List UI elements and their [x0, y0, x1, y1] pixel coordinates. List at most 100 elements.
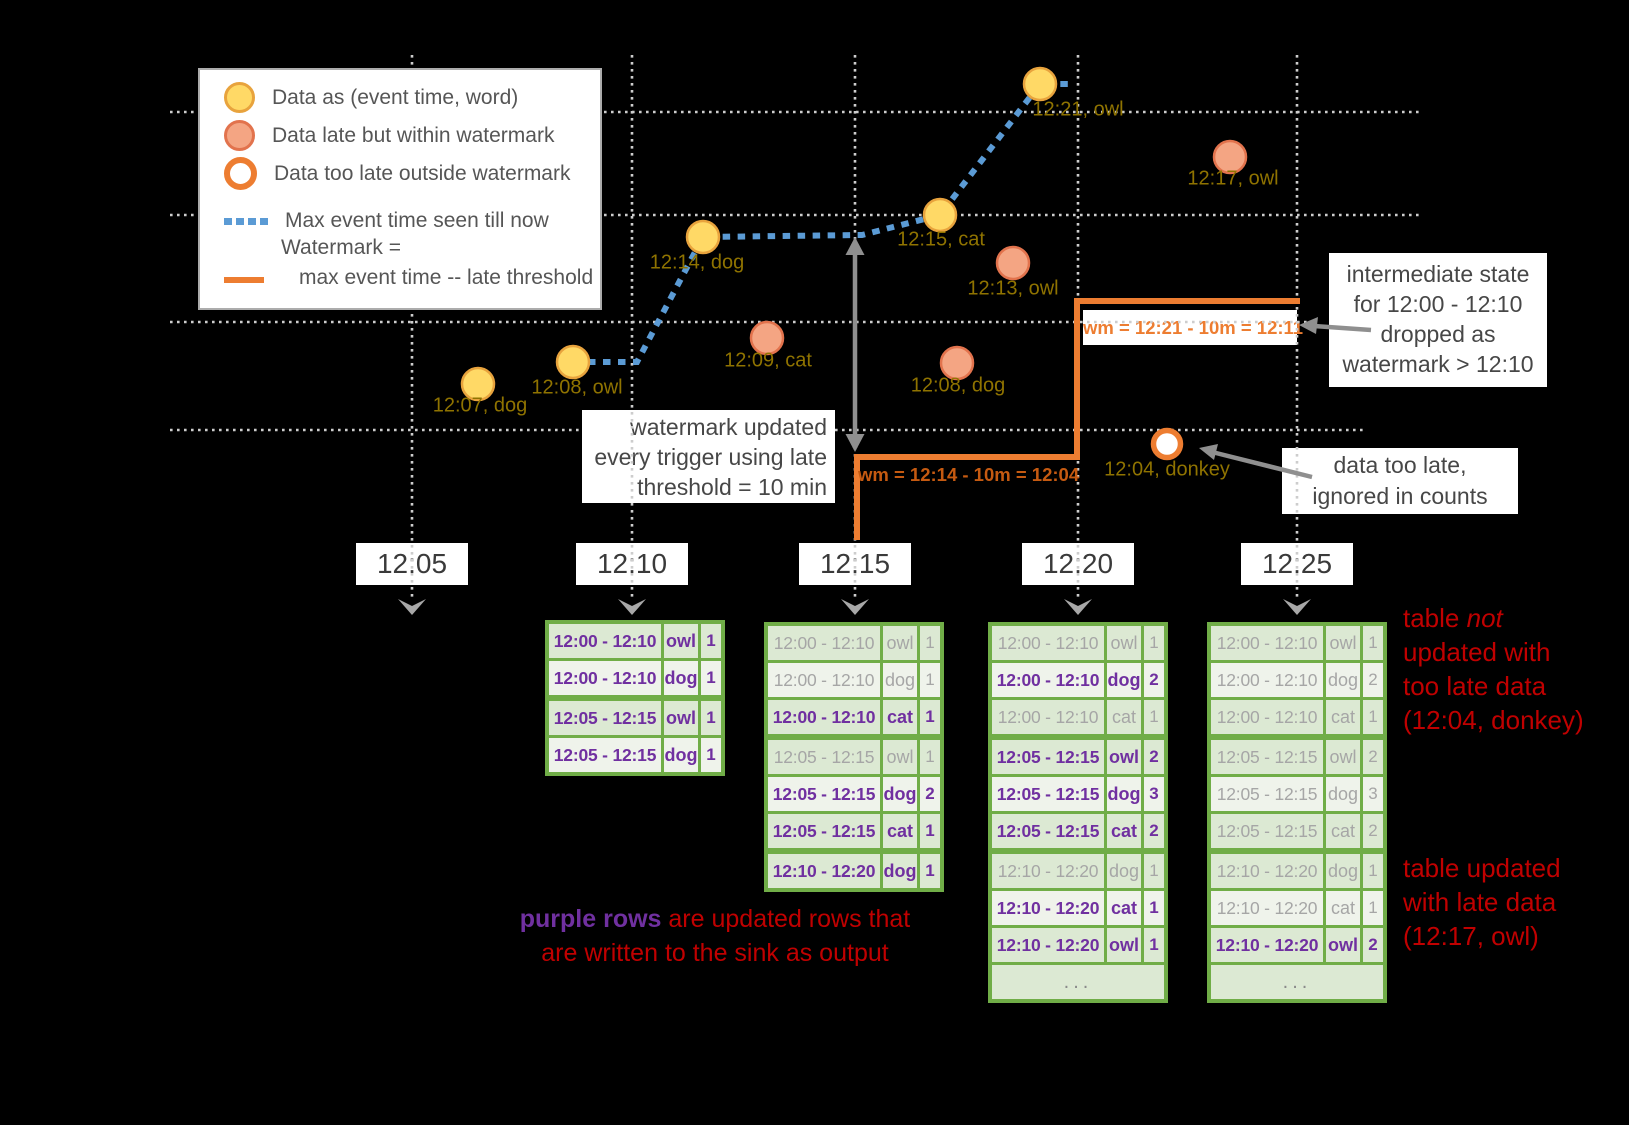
- cell-word: owl: [1326, 928, 1360, 962]
- point-label-12:15-cat: 12:15, cat: [897, 228, 985, 251]
- cell-count: 1: [1363, 891, 1383, 925]
- cell-word: owl: [1326, 740, 1360, 774]
- cell-window: 12:10 - 12:20: [1211, 891, 1323, 925]
- cell-window: 12:00 - 12:10: [549, 661, 661, 695]
- cell-word: owl: [1326, 626, 1360, 660]
- cell-word: dog: [1326, 663, 1360, 697]
- cell-word: cat: [883, 700, 917, 734]
- watermark-label-box: wm = 12:21 - 10m = 12:11: [1083, 310, 1303, 345]
- table-row: 12:05 - 12:15 cat 2: [1211, 814, 1383, 848]
- cell-window: 12:00 - 12:10: [992, 700, 1104, 734]
- table-row: 12:00 - 12:10 owl 1: [549, 624, 721, 658]
- point-label-12:08-dog: 12:08, dog: [910, 374, 1006, 397]
- cell-count: 2: [1363, 740, 1383, 774]
- note-line: for 12:00 - 12:10: [1353, 291, 1523, 317]
- table-row: 12:10 - 12:20 cat 1: [1211, 891, 1383, 925]
- legend-label: max event time -- late threshold: [299, 266, 594, 289]
- cell-word: cat: [1326, 700, 1360, 734]
- point-label-12:08-owl: 12:08, owl: [531, 376, 623, 399]
- watermark-updated-note: watermark updated every trigger using lat…: [582, 410, 835, 503]
- cell-count: 1: [920, 626, 940, 660]
- cell-count: 1: [1144, 854, 1164, 888]
- tick-label-12:15: 12:15: [799, 543, 911, 585]
- legend-label: Data as (event time, word): [272, 85, 519, 109]
- cell-window: 12:05 - 12:15: [1211, 740, 1323, 774]
- cell-word: dog: [883, 777, 917, 811]
- cell-window: 12:10 - 12:20: [992, 891, 1104, 925]
- result-table-12:15: 12:00 - 12:10 owl 1 12:00 - 12:10 dog 1 12:00 …: [764, 622, 944, 892]
- table-row: 12:00 - 12:10 dog 1: [768, 663, 940, 697]
- cell-word: cat: [1326, 891, 1360, 925]
- table-ellipsis: ...: [992, 965, 1164, 999]
- cell-window: 12:10 - 12:20: [768, 854, 880, 888]
- gray-arrows: [845, 237, 1372, 480]
- axis-arrowheads: [398, 599, 1311, 615]
- table-row: 12:00 - 12:10 owl 1: [992, 626, 1164, 660]
- cell-count: 1: [920, 663, 940, 697]
- axis-arrowhead-12:05: [398, 599, 426, 615]
- intermediate-state-note: intermediate state for 12:00 - 12:10 dropp…: [1329, 253, 1547, 387]
- cell-count: 1: [920, 700, 940, 734]
- cell-window: 12:00 - 12:10: [768, 626, 880, 660]
- cell-window: 12:05 - 12:15: [1211, 814, 1323, 848]
- note-updated-late: table updated with late data (12:17, owl): [1403, 851, 1561, 953]
- table-row: 12:05 - 12:15 owl 2: [1211, 740, 1383, 774]
- cell-window: 12:05 - 12:15: [768, 814, 880, 848]
- cell-window: 12:10 - 12:20: [992, 928, 1104, 962]
- note-line: updated with: [1403, 637, 1551, 667]
- legend-label: Data too late outside watermark: [274, 161, 571, 185]
- note-text-italic: not: [1466, 603, 1503, 633]
- point-12:21-owl: [1022, 66, 1058, 102]
- cell-word: dog: [664, 661, 698, 695]
- cell-window: 12:05 - 12:15: [768, 777, 880, 811]
- cell-count: 2: [1363, 814, 1383, 848]
- ontime-dot-icon: [224, 82, 255, 113]
- cell-word: owl: [664, 624, 698, 658]
- purple-rows-note-line1: purple rows are updated rows that: [490, 902, 940, 936]
- cell-window: 12:00 - 12:10: [992, 663, 1104, 697]
- cell-count: 1: [701, 624, 721, 658]
- cell-count: 1: [920, 814, 940, 848]
- cell-window: 12:05 - 12:15: [1211, 777, 1323, 811]
- purple-rows-note-line2: are written to the sink as output: [541, 939, 889, 967]
- cell-window: 12:00 - 12:10: [1211, 626, 1323, 660]
- cell-window: 12:10 - 12:20: [1211, 928, 1323, 962]
- axis-arrowhead-12:20: [1064, 599, 1092, 615]
- cell-window: 12:10 - 12:20: [992, 854, 1104, 888]
- cell-word: dog: [664, 738, 698, 772]
- table-row: 12:00 - 12:10 cat 1: [1211, 700, 1383, 734]
- point-label-12:09-cat: 12:09, cat: [724, 349, 812, 372]
- legend-label: Watermark =: [281, 236, 401, 259]
- cell-window: 12:05 - 12:15: [549, 738, 661, 772]
- cell-count: 1: [920, 740, 940, 774]
- tick-label-12:05: 12:05: [356, 543, 468, 585]
- purple-rows-note: purple rows are updated rows that are wr…: [490, 902, 940, 970]
- gap-arrowhead-up: [845, 237, 865, 255]
- legend-item-0: Data as (event time, word): [224, 82, 518, 113]
- note-line: table updated: [1403, 853, 1561, 883]
- cell-word: owl: [1107, 928, 1141, 962]
- note-line: intermediate state: [1346, 261, 1530, 287]
- result-table-12:25: 12:00 - 12:10 owl 1 12:00 - 12:10 dog 2 12:00 …: [1207, 622, 1387, 1003]
- tick-label-12:20: 12:20: [1022, 543, 1134, 585]
- point-label-12:07-dog: 12:07, dog: [432, 394, 528, 417]
- cell-count: 1: [1144, 626, 1164, 660]
- cell-count: 1: [701, 661, 721, 695]
- cell-word: dog: [883, 663, 917, 697]
- data-too-late-note: data too late, ignored in counts: [1282, 448, 1518, 514]
- point-label-12:13-owl: 12:13, owl: [967, 277, 1059, 300]
- table-row: 12:05 - 12:15 dog 3: [992, 777, 1164, 811]
- note-line: table not: [1403, 601, 1584, 635]
- cell-count: 2: [1144, 663, 1164, 697]
- cell-window: 12:00 - 12:10: [768, 700, 880, 734]
- legend-label: Data late but within watermark: [272, 123, 555, 147]
- cell-window: 12:00 - 12:10: [768, 663, 880, 697]
- table-row: 12:00 - 12:10 owl 1: [1211, 626, 1383, 660]
- cell-count: 2: [1363, 663, 1383, 697]
- cell-window: 12:05 - 12:15: [992, 814, 1104, 848]
- cell-word: cat: [1107, 891, 1141, 925]
- cell-word: owl: [1107, 740, 1141, 774]
- cell-window: 12:05 - 12:15: [992, 777, 1104, 811]
- cell-count: 1: [1144, 700, 1164, 734]
